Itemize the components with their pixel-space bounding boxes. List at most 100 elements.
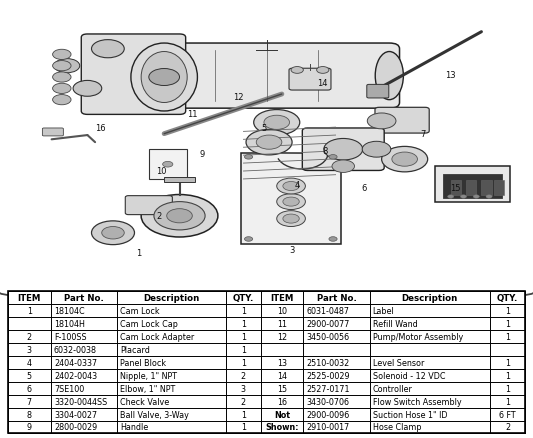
Text: 16: 16 [95, 124, 106, 133]
Text: ITEM: ITEM [270, 293, 294, 302]
Text: 2800-0029: 2800-0029 [54, 423, 97, 431]
Circle shape [167, 209, 192, 223]
FancyBboxPatch shape [164, 44, 400, 109]
Text: Refill Wand: Refill Wand [373, 319, 417, 328]
Text: 5: 5 [27, 371, 32, 380]
Circle shape [254, 110, 300, 136]
Text: Cam Lock Cap: Cam Lock Cap [120, 319, 178, 328]
Text: 6031-0487: 6031-0487 [306, 306, 350, 315]
Circle shape [277, 211, 305, 227]
Bar [494, 180, 504, 196]
Circle shape [264, 116, 289, 130]
Text: Ball Valve, 3-Way: Ball Valve, 3-Way [120, 410, 189, 419]
Text: 9: 9 [200, 150, 205, 159]
Text: 1: 1 [505, 358, 510, 367]
Text: 14: 14 [277, 371, 287, 380]
Bar [481, 180, 491, 196]
Bar [443, 175, 502, 199]
Ellipse shape [131, 44, 197, 112]
Text: 1: 1 [241, 410, 246, 419]
FancyBboxPatch shape [289, 69, 331, 91]
Text: ITEM: ITEM [18, 293, 41, 302]
Text: Handle: Handle [120, 423, 148, 431]
Circle shape [53, 50, 71, 60]
Text: 1: 1 [505, 397, 510, 406]
FancyBboxPatch shape [81, 35, 185, 115]
Text: 2: 2 [27, 332, 32, 341]
Text: 2: 2 [240, 397, 246, 406]
Text: 2910-0017: 2910-0017 [306, 423, 350, 431]
Circle shape [392, 153, 417, 167]
Text: 2900-0096: 2900-0096 [306, 410, 350, 419]
Circle shape [154, 202, 205, 230]
Circle shape [283, 198, 299, 207]
Circle shape [102, 227, 124, 240]
Circle shape [362, 142, 391, 158]
Circle shape [53, 73, 71, 83]
Bar [435, 167, 510, 202]
Text: 3320-0044SS: 3320-0044SS [54, 397, 107, 406]
Circle shape [256, 136, 282, 150]
Text: 1: 1 [505, 371, 510, 380]
Text: Part No.: Part No. [64, 293, 104, 302]
Text: 8: 8 [322, 147, 328, 156]
Text: 3: 3 [289, 246, 295, 254]
Text: 1: 1 [505, 332, 510, 341]
Text: Description: Description [143, 293, 199, 302]
Text: Placard: Placard [120, 345, 150, 354]
Circle shape [149, 69, 180, 86]
Text: 7: 7 [27, 397, 32, 406]
Text: 11: 11 [277, 319, 287, 328]
Text: 12: 12 [277, 332, 287, 341]
Circle shape [245, 155, 253, 160]
Text: 15: 15 [450, 184, 461, 193]
Circle shape [486, 195, 492, 199]
Circle shape [317, 67, 329, 74]
Circle shape [291, 67, 303, 74]
Circle shape [461, 195, 466, 199]
Text: 2900-0077: 2900-0077 [306, 319, 350, 328]
Text: Cam Lock Adapter: Cam Lock Adapter [120, 332, 195, 341]
Text: 3: 3 [27, 345, 32, 354]
Text: Solenoid - 12 VDC: Solenoid - 12 VDC [373, 371, 445, 380]
Text: 1: 1 [241, 319, 246, 328]
Circle shape [277, 179, 305, 194]
Text: Panel Block: Panel Block [120, 358, 166, 367]
Text: Not: Not [274, 410, 290, 419]
Circle shape [329, 237, 337, 242]
Circle shape [382, 147, 427, 173]
Text: QTY.: QTY. [232, 293, 254, 302]
Text: 3304-0027: 3304-0027 [54, 410, 97, 419]
Bar [164, 177, 195, 182]
Text: 4: 4 [295, 181, 300, 190]
Circle shape [73, 81, 102, 97]
Text: Cam Lock: Cam Lock [120, 306, 160, 315]
Text: Elbow, 1" NPT: Elbow, 1" NPT [120, 384, 175, 393]
Text: 6: 6 [361, 184, 366, 193]
FancyBboxPatch shape [0, 0, 533, 295]
Text: Pump/Motor Assembly: Pump/Motor Assembly [373, 332, 463, 341]
Text: 8: 8 [27, 410, 32, 419]
Text: 6 FT: 6 FT [499, 410, 516, 419]
Text: 11: 11 [187, 110, 198, 119]
FancyBboxPatch shape [43, 129, 63, 137]
Text: Description: Description [402, 293, 458, 302]
Circle shape [53, 95, 71, 106]
Text: 1: 1 [241, 332, 246, 341]
Text: 3450-0056: 3450-0056 [306, 332, 350, 341]
Text: 2525-0029: 2525-0029 [306, 371, 350, 380]
Circle shape [92, 221, 134, 245]
Circle shape [329, 155, 337, 160]
Circle shape [324, 139, 362, 161]
Text: 3: 3 [241, 384, 246, 393]
Text: 2: 2 [505, 423, 510, 431]
Text: 13: 13 [277, 358, 287, 367]
Text: 14: 14 [318, 79, 328, 88]
Bar [241, 154, 341, 244]
Circle shape [141, 195, 218, 237]
Circle shape [283, 215, 299, 224]
Text: 1: 1 [505, 384, 510, 393]
Bar [466, 180, 477, 196]
Text: 2510-0032: 2510-0032 [306, 358, 350, 367]
Text: 7SE100: 7SE100 [54, 384, 84, 393]
